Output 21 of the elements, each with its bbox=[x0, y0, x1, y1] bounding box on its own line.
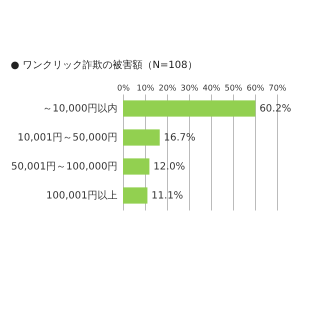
data-label: 60.2% bbox=[259, 104, 292, 114]
x-tick-label: 70% bbox=[268, 84, 287, 92]
y-tick-label: 100,001円以上 bbox=[46, 190, 118, 202]
data-label: 11.1% bbox=[151, 190, 184, 202]
x-tick-label: 60% bbox=[246, 84, 265, 92]
x-tick-label: 50% bbox=[224, 84, 243, 92]
y-tick-label: 50,001円～100,000円 bbox=[11, 162, 118, 172]
data-label: 16.7% bbox=[164, 132, 196, 144]
bar bbox=[123, 100, 256, 117]
bar bbox=[123, 187, 148, 204]
bar bbox=[123, 129, 160, 146]
x-tick-label: 30% bbox=[180, 84, 199, 92]
y-tick-label: ～10,000円以内 bbox=[42, 102, 118, 114]
x-tick-label: 0% bbox=[117, 84, 130, 92]
x-tick-label: 10% bbox=[136, 84, 155, 92]
x-tick-label: 20% bbox=[158, 84, 177, 92]
x-tick-label: 40% bbox=[202, 84, 221, 92]
bar bbox=[123, 158, 150, 175]
chart-title: ● ワンクリック詐欺の被害額（N=108） bbox=[10, 59, 198, 71]
data-label: 12.0% bbox=[153, 162, 186, 172]
y-tick-label: 10,001円～50,000円 bbox=[18, 132, 118, 144]
